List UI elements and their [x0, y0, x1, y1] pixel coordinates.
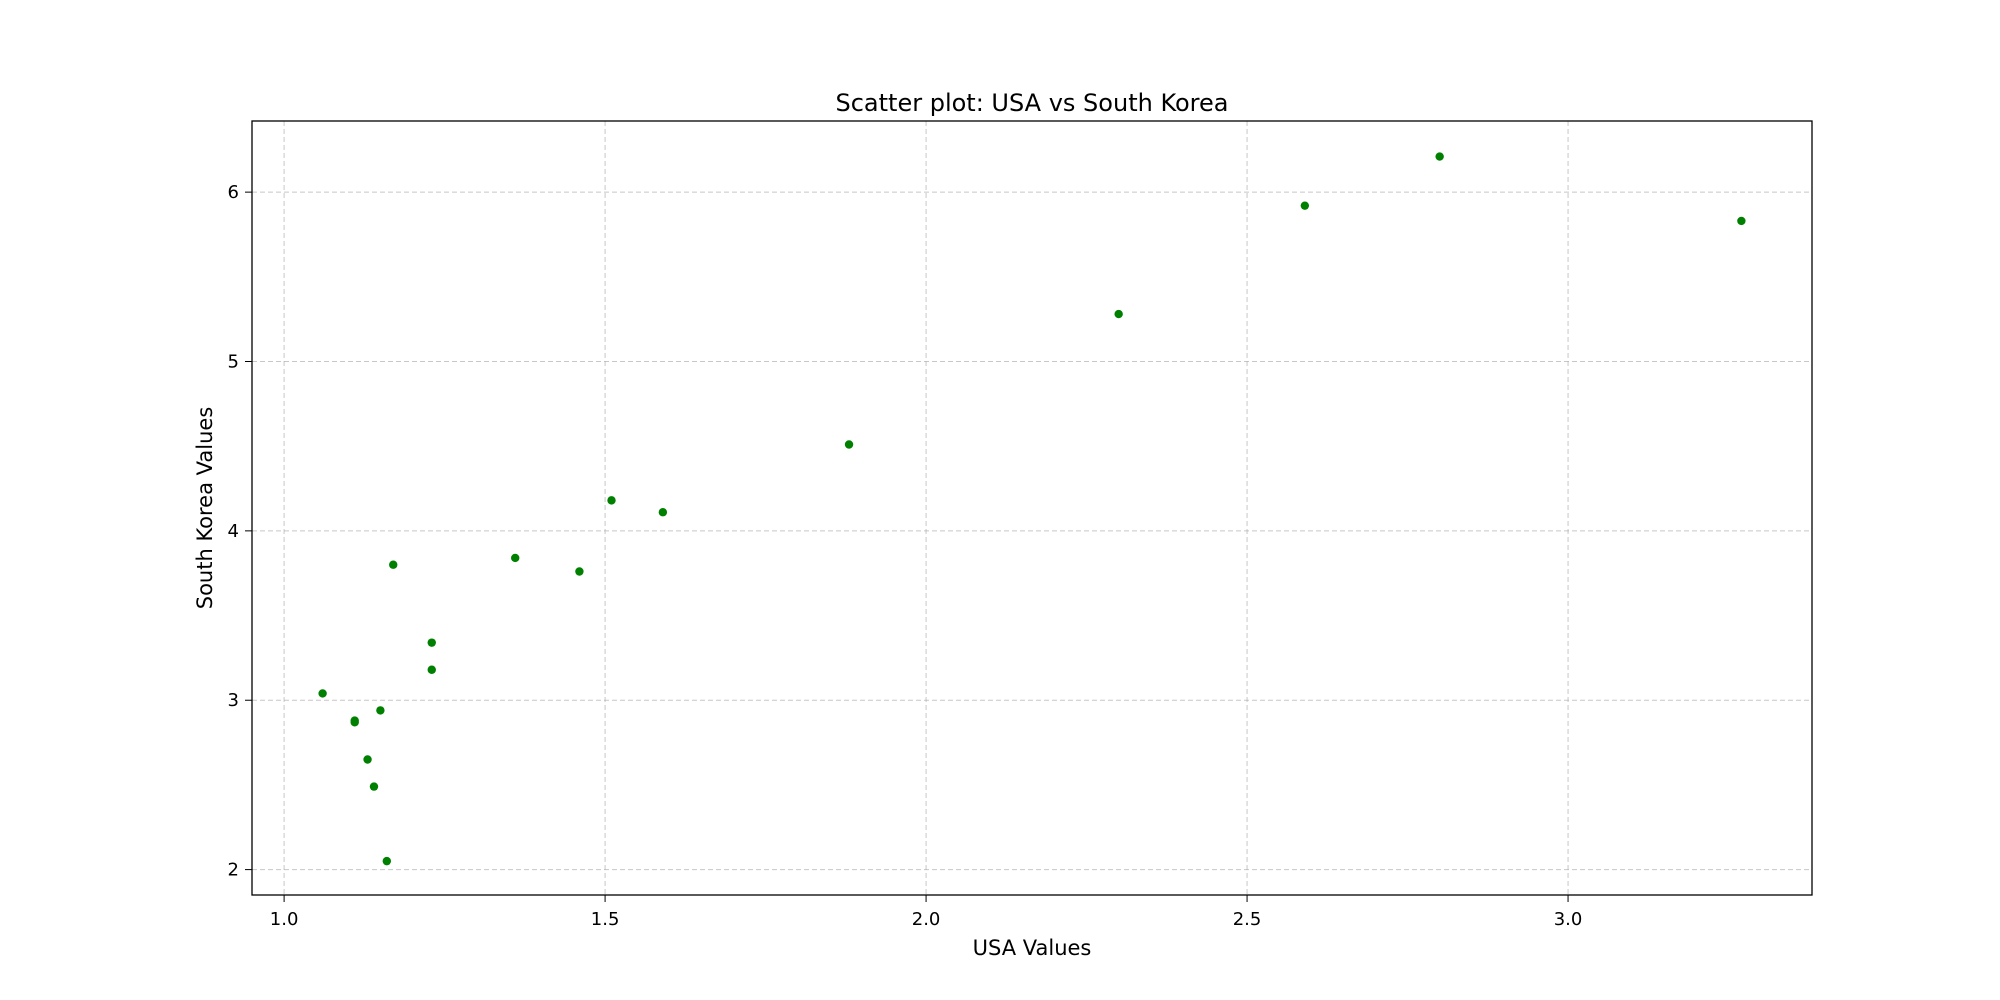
scatter-point	[318, 689, 327, 698]
scatter-point	[1114, 309, 1123, 319]
scatter-point	[382, 856, 392, 866]
scatter-point	[376, 706, 385, 715]
grid-lines	[252, 121, 1812, 895]
chart-title: Scatter plot: USA vs South Korea	[836, 89, 1229, 117]
scatter-point	[844, 440, 854, 449]
x-tick-label: 2.5	[1233, 909, 1262, 930]
plot-area-frame	[251, 120, 1813, 896]
scatter-point	[1435, 152, 1444, 161]
scatter-point	[1300, 201, 1310, 210]
scatter-point	[369, 782, 379, 791]
y-tick-label: 5	[228, 351, 239, 372]
scatter-point	[511, 553, 520, 563]
scatter-point	[389, 560, 398, 569]
scatter-point	[575, 567, 584, 576]
x-tick-label: 1.0	[270, 909, 299, 930]
scatter-point	[363, 755, 372, 764]
x-axis-label: USA Values	[973, 936, 1092, 960]
y-tick-label: 6	[228, 182, 239, 203]
data-points	[318, 152, 1746, 866]
x-tick-label: 2.0	[912, 909, 941, 930]
y-tick-label: 2	[228, 860, 239, 881]
scatter-point	[350, 718, 359, 727]
scatter-point	[658, 508, 668, 517]
scatter-point	[607, 496, 616, 505]
x-tick-label: 1.5	[591, 909, 620, 930]
scatter-point	[427, 665, 436, 674]
axis-ticks: 1.0 1.5 2.0 2.5 3.0 2 3 4 5 6	[228, 182, 1583, 930]
scatter-point	[1737, 216, 1746, 226]
scatter-point	[427, 638, 436, 647]
y-tick-label: 4	[228, 521, 239, 542]
y-tick-label: 3	[228, 690, 239, 711]
y-axis-label: South Korea Values	[193, 407, 217, 610]
x-tick-label: 3.0	[1554, 909, 1583, 930]
